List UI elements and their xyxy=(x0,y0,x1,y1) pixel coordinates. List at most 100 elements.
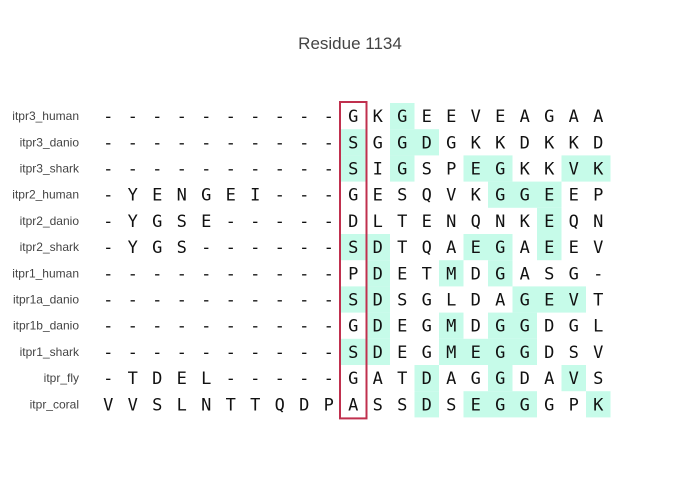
gap-cell: - xyxy=(103,107,113,127)
residue-cell: A xyxy=(348,395,358,415)
gap-cell: - xyxy=(275,160,285,180)
gap-cell: - xyxy=(128,291,138,311)
gap-cell: - xyxy=(152,133,162,153)
conserved-cell-highlight xyxy=(463,155,488,182)
gap-cell: - xyxy=(177,343,187,363)
residue-cell: D xyxy=(373,291,383,311)
residue-cell: G xyxy=(544,107,554,127)
residue-cell: G xyxy=(495,317,505,337)
conserved-cell-highlight xyxy=(561,155,586,182)
conserved-cell-highlight xyxy=(488,365,513,392)
residue-cell: E xyxy=(397,317,407,337)
gap-cell: - xyxy=(226,369,236,389)
residue-cell: K xyxy=(593,395,604,415)
gap-cell: - xyxy=(201,107,211,127)
residue-cell: V xyxy=(103,395,113,415)
gap-cell: - xyxy=(324,186,334,206)
conserved-cell-highlight xyxy=(463,391,488,418)
residue-cell: S xyxy=(422,160,432,180)
residue-cell: S xyxy=(569,343,579,363)
sequence-label: itpr_fly xyxy=(44,371,79,385)
residue-cell: E xyxy=(373,186,383,206)
residue-cell: T xyxy=(226,395,236,415)
conserved-cell-highlight xyxy=(537,234,562,261)
conserved-cell-highlight xyxy=(537,207,562,234)
gap-cell: - xyxy=(299,317,309,337)
residue-cell: A xyxy=(446,369,456,389)
residue-cell: S xyxy=(348,133,358,153)
gap-cell: - xyxy=(275,264,285,284)
alignment-row: itpr_coral V V S L N T T Q D P A S S D S E G G G P K xyxy=(30,391,611,418)
residue-cell: N xyxy=(177,186,187,206)
residue-cell: G xyxy=(520,291,530,311)
residue-cell: E xyxy=(446,107,456,127)
residue-cell: G xyxy=(544,395,554,415)
conserved-cell-highlight xyxy=(488,338,513,365)
gap-cell: - xyxy=(177,107,187,127)
residue-cell: E xyxy=(177,369,187,389)
residue-cell: A xyxy=(520,107,530,127)
gap-cell: - xyxy=(299,291,309,311)
residue-cell: S xyxy=(373,395,383,415)
residue-cell: G xyxy=(397,160,407,180)
conserved-cell-highlight xyxy=(365,234,390,261)
residue-cell: S xyxy=(397,186,407,206)
gap-cell: - xyxy=(299,212,309,232)
gap-cell: - xyxy=(177,133,187,153)
residue-cell: Y xyxy=(128,238,138,258)
sequence-label: itpr3_danio xyxy=(20,135,80,149)
residue-cell: D xyxy=(544,343,554,363)
residue-cell: P xyxy=(446,160,456,180)
conserved-cell-highlight xyxy=(512,312,537,339)
residue-cell: G xyxy=(446,133,456,153)
residue-cell: D xyxy=(152,369,162,389)
conserved-cell-highlight xyxy=(390,155,415,182)
gap-cell: - xyxy=(201,264,211,284)
residue-cell: N xyxy=(201,395,211,415)
alignment-row: itpr2_danio - Y G S E - - - - - D L T E N Q N K E Q N xyxy=(20,207,603,234)
gap-cell: - xyxy=(103,291,113,311)
conserved-cell-highlight xyxy=(537,286,562,313)
residue-cell: K xyxy=(569,133,580,153)
residue-cell: V xyxy=(593,343,603,363)
gap-cell: - xyxy=(152,343,162,363)
conserved-cell-highlight xyxy=(365,338,390,365)
residue-cell: S xyxy=(593,369,603,389)
alignment-row: itpr1_human - - - - - - - - - - P D E T M D G A S G - xyxy=(12,260,603,287)
alignment-row: itpr1_shark - - - - - - - - - - S D E G M E G G D S V xyxy=(20,338,603,365)
gap-cell: - xyxy=(226,212,236,232)
sequence-label: itpr2_danio xyxy=(20,214,80,228)
residue-cell: N xyxy=(593,212,603,232)
residue-cell: G xyxy=(201,186,211,206)
residue-cell: E xyxy=(471,160,481,180)
residue-cell: T xyxy=(250,395,260,415)
gap-cell: - xyxy=(324,238,334,258)
residue-cell: D xyxy=(373,264,383,284)
sequence-label: itpr1_shark xyxy=(20,345,80,359)
residue-cell: V xyxy=(446,186,456,206)
residue-cell: T xyxy=(397,238,407,258)
residue-cell: G xyxy=(471,369,481,389)
residue-cell: V xyxy=(569,369,579,389)
residue-cell: Y xyxy=(128,212,138,232)
residue-cell: V xyxy=(471,107,481,127)
residue-cell: M xyxy=(446,264,456,284)
conserved-cell-highlight xyxy=(365,286,390,313)
residue-cell: G xyxy=(495,238,505,258)
residue-cell: E xyxy=(397,343,407,363)
conserved-cell-highlight xyxy=(488,391,513,418)
alignment-row: itpr2_shark - Y G S - - - - - - S D T Q A E G A E E V xyxy=(20,234,603,261)
residue-cell: G xyxy=(569,317,579,337)
gap-cell: - xyxy=(299,369,309,389)
alignment-row: itpr1b_danio - - - - - - - - - - G D E G M D G G D G L xyxy=(13,312,603,339)
gap-cell: - xyxy=(324,291,334,311)
residue-cell: D xyxy=(471,264,481,284)
gap-cell: - xyxy=(275,107,285,127)
gap-cell: - xyxy=(152,107,162,127)
residue-cell: I xyxy=(373,160,383,180)
residue-cell: G xyxy=(152,212,162,232)
residue-cell: S xyxy=(348,291,358,311)
gap-cell: - xyxy=(324,343,334,363)
residue-cell: Q xyxy=(471,212,481,232)
